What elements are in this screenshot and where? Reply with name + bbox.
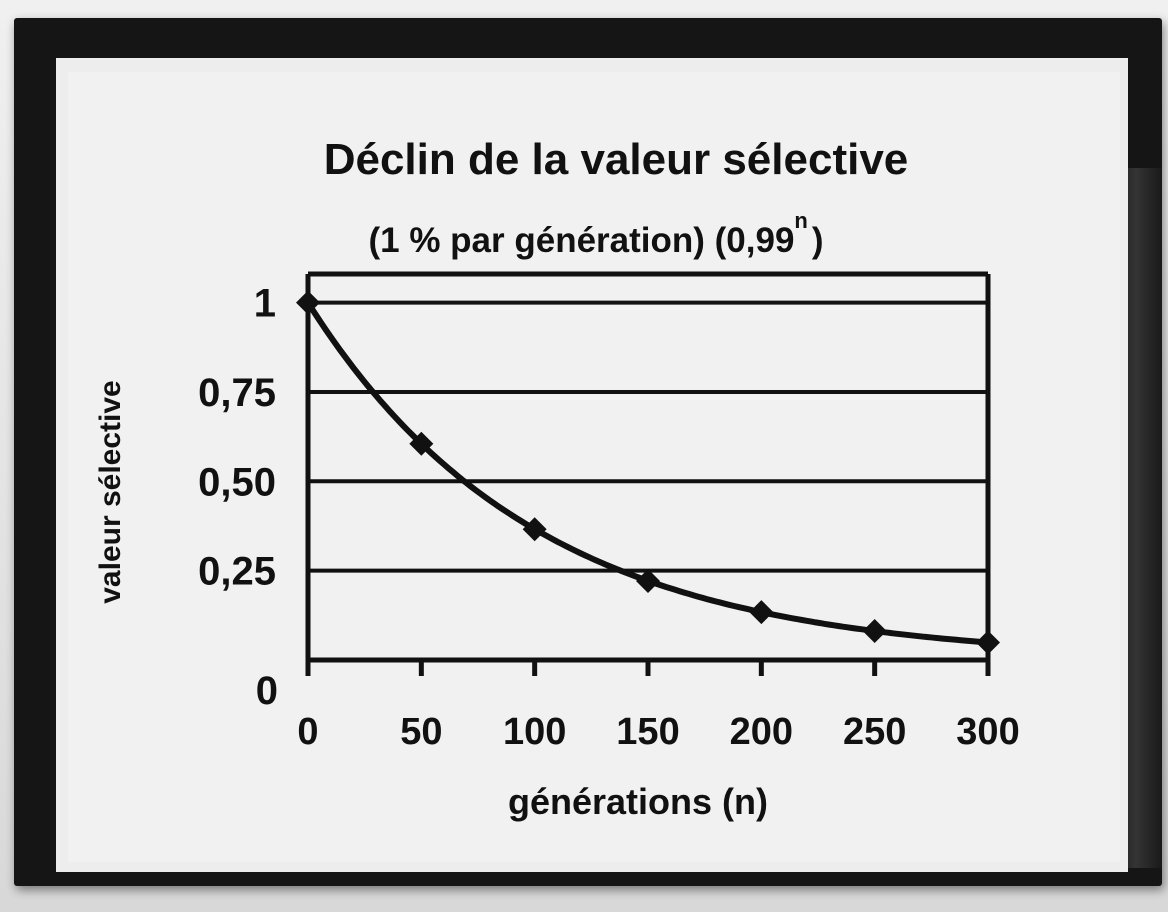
y-tick-label: 0 <box>256 669 278 713</box>
data-point-marker <box>862 619 887 644</box>
y-tick-label: 0,25 <box>198 550 276 594</box>
data-point-marker <box>296 290 320 315</box>
data-point-marker <box>976 630 1000 655</box>
data-point-marker <box>636 569 660 594</box>
x-tick-label: 250 <box>843 711 906 753</box>
chart-paper: Déclin de la valeur sélective (1 % par g… <box>68 72 1120 862</box>
data-point-marker <box>409 431 434 456</box>
x-tick-label: 50 <box>400 711 442 753</box>
frame-mat: Déclin de la valeur sélective (1 % par g… <box>56 58 1128 872</box>
chart-subtitle-exponent: n <box>794 208 807 233</box>
chart-subtitle-main: (1 % par génération) (0,99 <box>368 221 794 260</box>
tick-label-layer: 0 50 100 150 200 250 300 0 0,25 0,50 0,75 1 <box>198 282 1020 753</box>
axis-layer <box>305 271 991 676</box>
y-tick-label: 0,50 <box>198 460 276 504</box>
chart-subtitle-close: ) <box>812 221 824 260</box>
picture-frame: Déclin de la valeur sélective (1 % par g… <box>14 18 1162 886</box>
x-tick-label: 100 <box>503 711 566 753</box>
data-point-marker <box>522 517 547 542</box>
chart-subtitle: (1 % par génération) (0,99n) <box>368 208 823 260</box>
x-tick-label: 0 <box>297 711 318 753</box>
chart-title: Déclin de la valeur sélective <box>324 135 909 184</box>
x-axis-label: générations (n) <box>508 781 768 822</box>
series-layer <box>296 290 1000 655</box>
y-tick-label: 1 <box>254 282 276 326</box>
y-tick-label: 0,75 <box>198 371 276 415</box>
data-point-marker <box>749 600 774 625</box>
x-tick-label: 300 <box>956 711 1019 753</box>
chart-svg: Déclin de la valeur sélective (1 % par g… <box>94 135 1020 822</box>
x-tick-label: 150 <box>616 711 679 753</box>
y-axis-label: valeur sélective <box>94 380 127 604</box>
x-tick-label: 200 <box>730 711 793 753</box>
